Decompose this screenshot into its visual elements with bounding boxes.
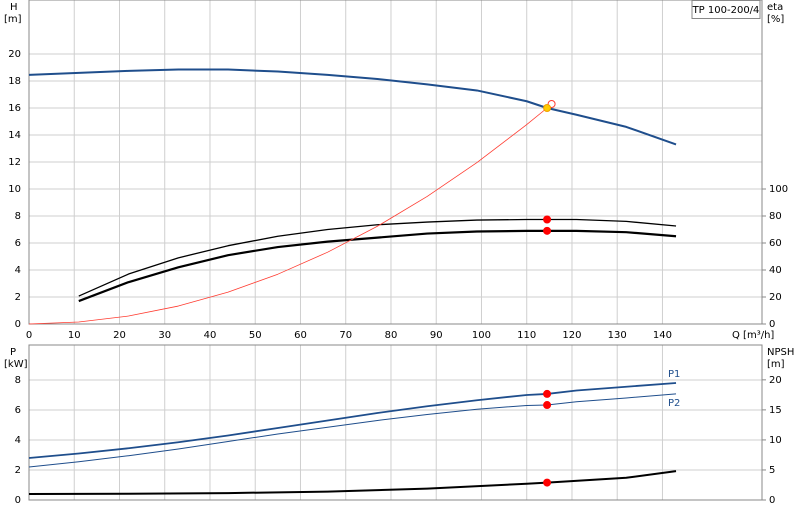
annotation-box	[691, 0, 761, 19]
duty-point	[543, 215, 552, 224]
x-axis-label: Q [m³/h]	[732, 330, 774, 341]
y-tick-label: 0	[15, 319, 21, 330]
x-tick-label: 140	[653, 330, 672, 341]
y-axis-unit: [m]	[4, 14, 22, 25]
duty-point	[543, 401, 552, 410]
y2-tick-label: 5	[769, 465, 775, 476]
y2-tick-label: 40	[769, 265, 782, 276]
curve	[28, 68, 677, 146]
y2-tick-label: 0	[769, 319, 775, 330]
y-tick-label: 8	[15, 211, 21, 222]
y2-tick-label: 0	[769, 495, 775, 506]
curve	[78, 229, 677, 303]
plot-frame	[28, 0, 763, 325]
y2-tick-label: 15	[769, 405, 782, 416]
duty-point	[543, 478, 552, 487]
y2-tick-label: 80	[769, 211, 782, 222]
y-tick-label: 10	[8, 184, 21, 195]
y2-axis-unit: [%]	[767, 14, 784, 25]
y-tick-label: 12	[8, 157, 21, 168]
x-tick-label: 10	[68, 330, 81, 341]
y-tick-label: 4	[15, 265, 21, 276]
y-axis-label: P	[10, 347, 16, 358]
x-tick-label: 110	[517, 330, 536, 341]
y2-tick-label: 10	[769, 435, 782, 446]
y-tick-label: 18	[8, 76, 21, 87]
x-tick-label: 80	[385, 330, 398, 341]
curve	[28, 393, 677, 468]
curve	[28, 382, 677, 459]
y2-axis-label: eta	[767, 2, 783, 13]
x-tick-label: 90	[430, 330, 443, 341]
y-tick-label: 2	[15, 292, 21, 303]
duty-point	[543, 226, 552, 235]
y2-tick-label: 20	[769, 292, 782, 303]
y2-tick-label: 100	[769, 184, 788, 195]
y-tick-label: 0	[15, 495, 21, 506]
y-tick-label: 2	[15, 465, 21, 476]
x-tick-label: 100	[472, 330, 491, 341]
x-tick-label: 20	[113, 330, 126, 341]
x-tick-label: 50	[249, 330, 262, 341]
y-axis-unit: [kW]	[4, 359, 28, 370]
y2-axis-unit: [m]	[767, 359, 785, 370]
plot-frame	[28, 344, 763, 501]
duty-point	[543, 389, 552, 398]
x-tick-label: 70	[339, 330, 352, 341]
curve	[78, 218, 677, 297]
x-tick-label: 120	[562, 330, 581, 341]
y2-tick-label: 60	[769, 238, 782, 249]
plot-layer: 0 10 20 30 40 50 60 70 80 90 100 110 120 130 140024681…	[4, 0, 794, 506]
x-tick-label: 30	[158, 330, 171, 341]
y-tick-label: 6	[15, 405, 21, 416]
x-tick-label: 40	[204, 330, 217, 341]
y-tick-label: 14	[8, 130, 21, 141]
annotation: TP 100-200/4	[692, 5, 760, 16]
y-tick-label: 20	[8, 49, 21, 60]
curve	[28, 470, 677, 495]
y-tick-label: 6	[15, 238, 21, 249]
duty-point	[547, 99, 556, 108]
y-tick-label: 8	[15, 375, 21, 386]
y-tick-label: 16	[8, 103, 21, 114]
x-tick-label: 130	[608, 330, 627, 341]
x-tick-label: 0	[26, 330, 32, 341]
y-axis-label: H	[10, 2, 18, 13]
series-label: P2	[668, 398, 680, 409]
curve	[28, 107, 548, 325]
duty-point	[543, 104, 552, 112]
y2-axis-label: NPSH	[767, 347, 794, 358]
series-label: P1	[668, 369, 680, 380]
y-tick-label: 4	[15, 435, 21, 446]
x-tick-label: 60	[294, 330, 307, 341]
y2-tick-label: 20	[769, 375, 782, 386]
